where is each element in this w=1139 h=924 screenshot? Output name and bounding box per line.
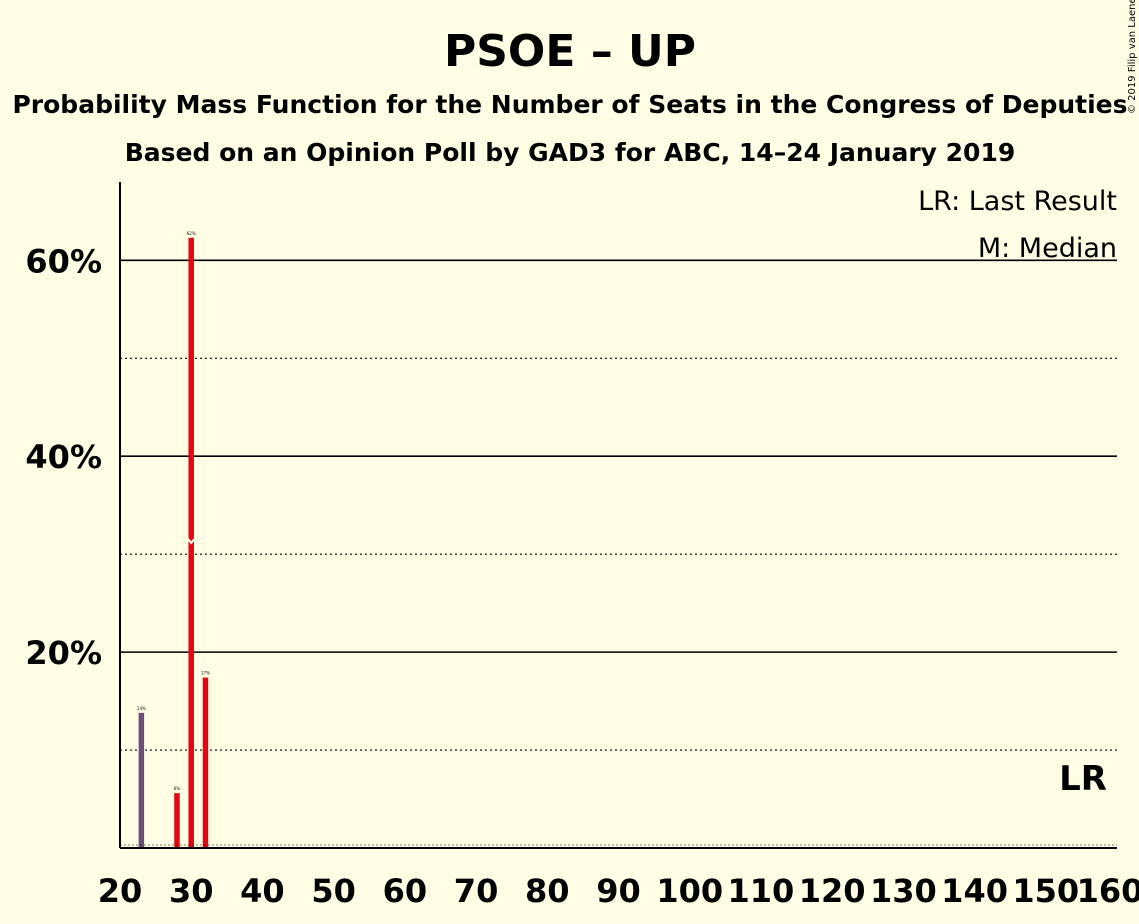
y-tick-labels: 20% 40% 60% (25, 242, 102, 672)
bar-28 (174, 793, 180, 848)
x-tick-label: 110 (728, 872, 795, 910)
bar-label-30: 62% (187, 231, 196, 236)
x-tick-label: 30 (169, 872, 214, 910)
axes (119, 182, 1117, 849)
copyright-note: © 2019 Filip van Laenen (1127, 0, 1138, 114)
chart-title: PSOE – UP (444, 26, 696, 77)
last-result-label: LR (1059, 759, 1107, 799)
x-tick-label: 40 (240, 872, 285, 910)
gridlines (120, 259, 1117, 751)
chart-subtitle-2: Based on an Opinion Poll by GAD3 for ABC… (125, 138, 1016, 167)
bar-label-32: 17% (201, 671, 210, 676)
legend-median: M: Median (978, 233, 1117, 264)
y-tick-label: 60% (25, 242, 102, 280)
x-tick-label: 120 (799, 872, 866, 910)
legend-last-result: LR: Last Result (918, 186, 1117, 217)
bar-32 (202, 677, 209, 848)
x-tick-label: 60 (383, 872, 428, 910)
x-tick-label: 50 (311, 872, 356, 910)
chart-subtitle-1: Probability Mass Function for the Number… (12, 90, 1127, 119)
x-tick-label: 160 (1077, 872, 1139, 910)
bar-23 (138, 712, 145, 848)
x-tick-label: 140 (941, 872, 1008, 910)
x-tick-label: 130 (870, 872, 937, 910)
x-tick-label: 70 (454, 872, 499, 910)
x-tick-label: 80 (525, 872, 570, 910)
median-marker (185, 536, 197, 545)
x-tick-label: 150 (1012, 872, 1079, 910)
x-tick-label: 100 (656, 872, 723, 910)
x-tick-label: 90 (596, 872, 641, 910)
bar-label-23: 14% (137, 706, 146, 711)
bars: 14% 6% 62% 17% (120, 231, 1117, 848)
y-tick-label: 40% (25, 438, 102, 476)
bar-label-28: 6% (174, 786, 181, 791)
x-tick-label: 20 (98, 872, 143, 910)
y-tick-label: 20% (25, 634, 102, 672)
